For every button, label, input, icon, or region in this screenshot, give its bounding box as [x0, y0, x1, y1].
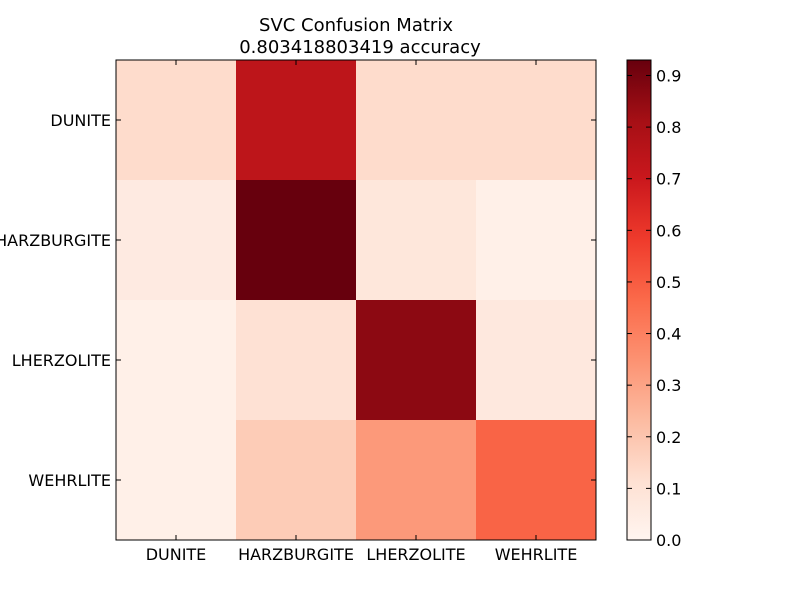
y-tick-label: WEHRLITE — [28, 471, 111, 490]
chart-title: SVC Confusion Matrix — [259, 15, 453, 36]
heatmap-cell — [476, 60, 596, 180]
colorbar-tick-label: 0.2 — [656, 428, 681, 447]
colorbar-tick-label: 0.5 — [656, 273, 681, 292]
heatmap-cells — [116, 60, 596, 540]
y-tick-label: DUNITE — [50, 111, 111, 130]
colorbar-ticks: 0.0 0.1 0.2 0.3 0.4 0.5 0.6 0.7 0.8 0.9 — [627, 66, 681, 550]
heatmap-cell — [356, 180, 476, 300]
heatmap-cell — [236, 300, 356, 420]
axis-ticks — [116, 60, 596, 540]
heatmap-cell — [236, 180, 356, 300]
y-tick-label: HARZBURGITE — [0, 231, 111, 250]
heatmap-cell — [116, 300, 236, 420]
colorbar-tick-label: 0.9 — [656, 66, 681, 85]
colorbar-tick-label: 0.0 — [656, 531, 681, 550]
heatmap-cell — [236, 420, 356, 540]
colorbar-tick-label: 0.1 — [656, 479, 681, 498]
y-tick-label: LHERZOLITE — [12, 351, 111, 370]
heatmap-cell — [116, 180, 236, 300]
colorbar-tick-label: 0.7 — [656, 170, 681, 189]
x-tick-labels: DUNITE HARZBURGITE LHERZOLITE WEHRLITE — [146, 545, 578, 564]
x-tick-label: WEHRLITE — [495, 545, 578, 564]
colorbar-tick-label: 0.8 — [656, 118, 681, 137]
plot-frame — [115, 59, 597, 541]
y-tick-labels: DUNITE HARZBURGITE LHERZOLITE WEHRLITE — [0, 111, 111, 490]
heatmap-cell — [356, 60, 476, 180]
colorbar-tick-label: 0.4 — [656, 325, 681, 344]
x-tick-label: HARZBURGITE — [238, 545, 354, 564]
heatmap-cell — [236, 60, 356, 180]
heatmap-cell — [476, 300, 596, 420]
heatmap-cell — [116, 60, 236, 180]
chart-subtitle: 0.803418803419 accuracy — [239, 37, 481, 58]
x-tick-label: LHERZOLITE — [366, 545, 465, 564]
x-tick-label: DUNITE — [146, 545, 207, 564]
heatmap-cell — [356, 420, 476, 540]
heatmap-cell — [476, 420, 596, 540]
colorbar-tick-label: 0.3 — [656, 376, 681, 395]
heatmap-cell — [356, 300, 476, 420]
heatmap-cell — [476, 180, 596, 300]
colorbar-tick-label: 0.6 — [656, 221, 681, 240]
colorbar — [626, 59, 652, 541]
heatmap-cell — [116, 420, 236, 540]
